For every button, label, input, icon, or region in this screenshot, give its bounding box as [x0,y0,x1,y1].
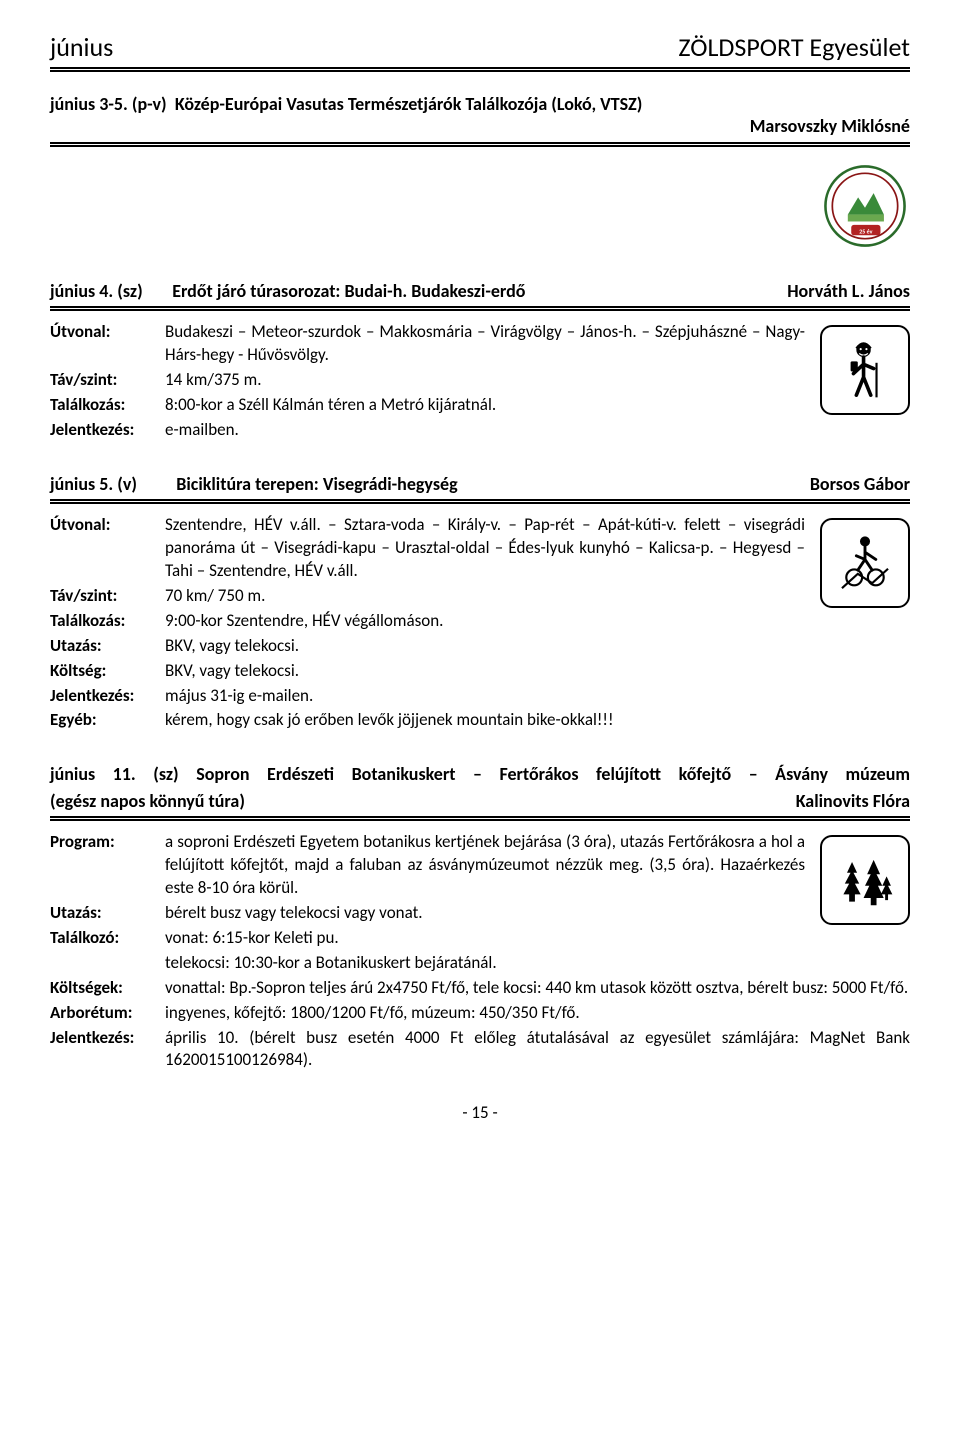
event-subtitle: (egész napos könnyű túra) [50,789,784,813]
event-block: június 3-5. (p-v) Közép-Európai Vasutas … [50,92,910,251]
value-travel: bérelt busz vagy telekocsi vagy vonat. [165,902,805,925]
value-arb: ingyenes, kőfejtő: 1800/1200 Ft/fő, múze… [165,1002,910,1025]
value-route: Budakeszi – Meteor-szurdok – Makkosmária… [165,321,805,367]
value-dist: 14 km/375 m. [165,369,805,392]
event-organizer: Kalinovits Flóra [784,789,910,813]
label-route: Útvonal: [50,321,165,367]
label-empty [50,952,165,975]
value-reg: május 31-ig e-mailen. [165,685,805,708]
label-arb: Arborétum: [50,1002,165,1025]
event-details: Program:a soproni Erdészeti Egyetem bota… [50,831,805,977]
value-meet: 8:00-kor a Széll Kálmán téren a Metró ki… [165,394,805,417]
value-reg: április 10. (bérelt busz esetén 4000 Ft … [165,1027,910,1073]
event-date: június 3-5. [50,93,128,115]
event-details: Útvonal:Szentendre, HÉV v.áll. – Sztara-… [50,514,805,734]
event-block: június 11. (sz) Sopron Erdészeti Botanik… [50,762,910,1072]
value-travel: BKV, vagy telekocsi. [165,635,805,658]
value-route: Szentendre, HÉV v.áll. – Sztara-voda – K… [165,514,805,583]
hiker-icon [820,325,910,415]
month-label: június [50,30,113,65]
label-dist: Táv/szint: [50,585,165,608]
event-organizer: Horváth L. János [775,279,910,303]
label-other: Egyéb: [50,709,165,732]
event-details-cont: Költségek:vonattal: Bp.-Sopron teljes ár… [50,977,910,1073]
label-reg: Jelentkezés: [50,1027,165,1073]
event-title-line: június 11. (sz) Sopron Erdészeti Botanik… [50,762,910,786]
label-meetpt: Találkozó: [50,927,165,950]
value-meetpt: vonat: 6:15-kor Keleti pu. [165,927,805,950]
forest-icon [820,835,910,925]
label-cost: Költség: [50,660,165,683]
bike-icon [820,518,910,608]
value-reg: e-mailben. [165,419,805,442]
event-organizer: Marsovszky Miklósné [738,114,910,138]
event-date: június 4. [50,280,113,302]
event-daycode: (p-v) [132,93,167,115]
event-title-line: június 5. (v) Biciklitúra terepen: Viseg… [50,472,798,496]
value-dist: 70 km/ 750 m. [165,585,805,608]
svg-text:25 év: 25 év [859,227,872,235]
header-rule [50,70,910,72]
label-route: Útvonal: [50,514,165,583]
label-travel: Utazás: [50,902,165,925]
value-costs: vonattal: Bp.-Sopron teljes árú 2x4750 F… [165,977,910,1000]
value-meet: 9:00-kor Szentendre, HÉV végállomáson. [165,610,805,633]
label-program: Program: [50,831,165,900]
label-travel: Utazás: [50,635,165,658]
page-number: - 15 - [50,1102,910,1125]
value-other: kérem, hogy csak jó erőben levők jöjjene… [165,709,805,732]
label-reg: Jelentkezés: [50,419,165,442]
label-meet: Találkozás: [50,610,165,633]
value-program: a soproni Erdészeti Egyetem botanikus ke… [165,831,805,900]
header-rule [50,67,910,69]
event-title-line: június 4. (sz) Erdőt járó túrasorozat: B… [50,279,775,303]
value-meetpt2: telekocsi: 10:30-kor a Botanikuskert bej… [165,952,805,975]
event-block: június 4. (sz) Erdőt járó túrasorozat: B… [50,279,910,444]
event-title: Sopron Erdészeti Botanikuskert – Fertőrá… [196,763,910,785]
event-title: Közép-Európai Vasutas Természetjárók Tal… [175,93,643,115]
event-date: június 5. [50,473,113,495]
event-block: június 5. (v) Biciklitúra terepen: Viseg… [50,472,910,735]
badge-icon: 25 év [820,161,910,251]
event-title-line: június 3-5. (p-v) Közép-Európai Vasutas … [50,92,910,116]
event-title: Erdőt járó túrasorozat: Budai-h. Budakes… [172,280,525,302]
label-dist: Táv/szint: [50,369,165,392]
event-daycode: (sz) [117,280,142,302]
label-costs: Költségek: [50,977,165,1000]
event-details: Útvonal:Budakeszi – Meteor-szurdok – Mak… [50,321,805,444]
event-date: június 11. [50,763,136,785]
event-title: Biciklitúra terepen: Visegrádi-hegység [176,473,457,495]
event-daycode: (sz) [153,763,178,785]
label-reg: Jelentkezés: [50,685,165,708]
label-meet: Találkozás: [50,394,165,417]
value-cost: BKV, vagy telekocsi. [165,660,805,683]
event-daycode: (v) [117,473,137,495]
event-organizer: Borsos Gábor [798,472,910,496]
org-label: ZÖLDSPORT Egyesület [678,30,910,65]
page-header: június ZÖLDSPORT Egyesület [50,30,910,67]
